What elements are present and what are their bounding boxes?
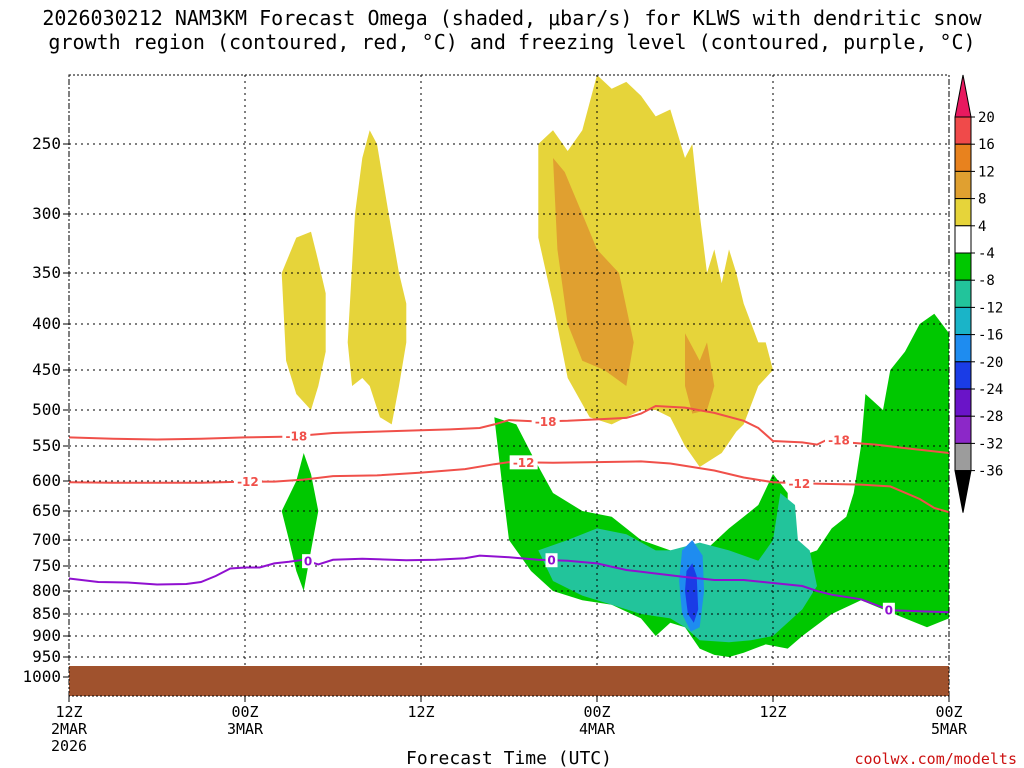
x-tick-label-1-0: 00Z [231,703,258,721]
y-tick-label-500: 500 [32,400,61,419]
ground-below-surface [69,666,949,696]
x-tick-label-2-0: 12Z [407,703,434,721]
y-tick-label-850: 850 [32,604,61,623]
midlevel-orange-tongue-2 [685,333,715,414]
y-tick-label-300: 300 [32,204,61,223]
dgz-minus-12-label-0: -12 [237,475,259,489]
colorbar-label-12: -32 [978,436,1003,452]
x-tick-label-5-1: 5MAR [931,720,968,738]
gridlines [68,75,950,696]
x-tick-label-4-0: 12Z [759,703,786,721]
plot-area: -18 -18 -18 -12 -12 -12 0 0 0 250 300 350 400 450 500… [22,74,968,755]
colorbar-swatch-12 [954,415,972,444]
colorbar-label-0: 20 [978,110,995,126]
dgz-minus-18-label-bg-2 [825,432,853,447]
y-tick-label-600: 600 [32,471,61,490]
dgz-minus-18-label-0: -18 [285,430,307,444]
y-tick-label-650: 650 [32,501,61,520]
dgz-minus-18-label-bg-0 [282,429,311,444]
y-tick-label-1000: 1000 [22,667,61,686]
colorbar-label-9: -20 [978,355,1003,371]
x-tick-label-0-1: 2MAR [51,720,88,738]
chart-title-line-1: 2026030212 NAM3KM Forecast Omega (shaded… [42,6,982,30]
dgz-minus-18-label-2: -18 [828,433,850,447]
x-tick-label-0-2: 2026 [51,737,87,755]
freezing-level-label-bg-0 [302,554,315,569]
colorbar-label-3: 8 [978,192,986,208]
midlevel-orange-tongue [553,158,634,386]
chart-title-line-2: growth region (contoured, red, °C) and f… [48,30,975,54]
y-axis-ticks: 250 300 350 400 450 500 550 600 650 700 750 800 850 9… [22,134,69,686]
colorbar-label-8: -16 [978,328,1003,344]
dgz-minus-12-label-bg-1 [509,455,538,470]
y-tick-label-750: 750 [32,556,61,575]
dgz-minus-18-label-1: -18 [535,415,557,429]
x-tick-label-1-1: 3MAR [227,720,264,738]
colorbar: 20 16 12 8 4 -4 -8 -12 -16 -20 -24 -28 -32 -36 [954,74,1003,513]
y-tick-label-700: 700 [32,530,61,549]
colorbar-label-13: -36 [978,464,1003,480]
colorbar-label-6: -8 [978,273,995,289]
colorbar-swatch-2 [954,143,972,172]
colorbar-label-4: 4 [978,219,986,235]
colorbar-swatch-5 [954,225,972,254]
y-tick-label-400: 400 [32,314,61,333]
y-tick-label-250: 250 [32,134,61,153]
colorbar-label-7: -12 [978,300,1003,316]
colorbar-swatch-3 [954,170,972,200]
dgz-minus-12-label-bg-0 [233,474,262,489]
contour-layer: -18 -18 -18 -12 -12 -12 0 0 0 [68,404,950,617]
freezing-level-line [68,554,950,614]
colorbar-swatch-1 [954,116,972,145]
dgz-minus-12-label-1: -12 [513,456,535,470]
freezing-level-label-bg-1 [545,553,558,568]
x-tick-label-3-0: 00Z [583,703,610,721]
dgz-minus-12-label-bg-2 [785,476,814,491]
snow-lift-teal [538,493,817,643]
colorbar-label-5: -4 [978,246,995,262]
y-tick-label-800: 800 [32,581,61,600]
colorbar-swatch-4 [954,198,972,227]
credit-text: coolwx.com/modelts [854,750,1017,768]
x-tick-label-5-0: 00Z [935,703,962,721]
plot-border [68,74,950,697]
colorbar-swatch-11 [954,388,972,417]
dgz-minus-12-label-2: -12 [789,477,811,491]
x-axis-label: Forecast Time (UTC) [406,748,612,768]
colorbar-label-11: -28 [978,409,1003,425]
omega-shading-layer [281,75,949,657]
freezing-level-label-bg-2 [882,602,895,617]
colorbar-swatch-6 [954,252,972,281]
tall-yellow-column [347,130,407,425]
colorbar-label-1: 16 [978,137,995,153]
colorbar-swatch-9 [954,334,972,363]
y-tick-label-900: 900 [32,626,61,645]
colorbar-label-10: -24 [978,382,1003,398]
y-tick-label-950: 950 [32,647,61,666]
colorbar-label-2: 12 [978,164,995,180]
x-tick-label-3-1: 4MAR [579,720,616,738]
colorbar-swatch-8 [954,306,972,336]
dgz-minus-18-label-bg-1 [531,414,560,429]
y-tick-label-550: 550 [32,436,61,455]
colorbar-top-arrow [954,74,972,118]
colorbar-swatch-13 [954,442,972,472]
freezing-level-label-2: 0 [885,603,893,617]
x-tick-label-0-0: 12Z [55,703,82,721]
colorbar-bottom-arrow [954,470,972,513]
y-tick-label-450: 450 [32,360,61,379]
y-tick-label-350: 350 [32,263,61,282]
freezing-level-label-1: 0 [547,554,555,568]
freezing-level-label-0: 0 [304,555,312,569]
colorbar-swatch-7 [954,279,972,308]
colorbar-swatch-10 [954,361,972,390]
early-yellow-band [281,231,326,410]
